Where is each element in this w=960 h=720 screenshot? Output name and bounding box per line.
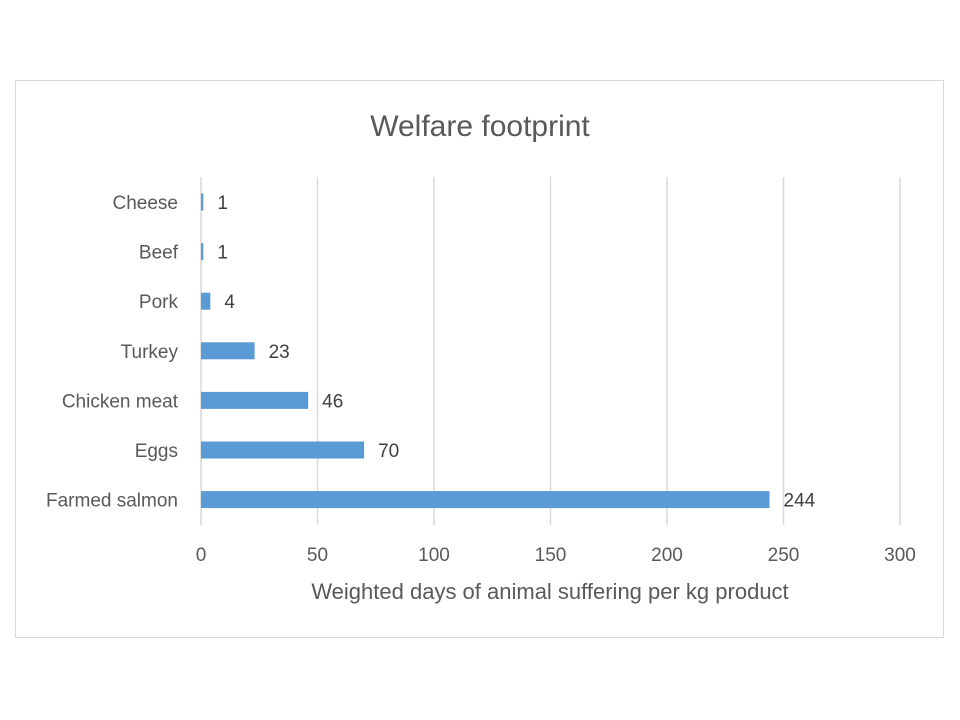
x-axis-title: Weighted days of animal suffering per kg… (311, 579, 788, 604)
data-label: 70 (378, 441, 399, 462)
category-label: Cheese (113, 193, 179, 214)
category-label: Turkey (121, 342, 179, 363)
bar (201, 342, 255, 360)
x-tick-label: 200 (651, 545, 683, 566)
category-label: Pork (139, 292, 179, 313)
data-labels: 1 1 4 23 46 70 244 (217, 193, 815, 512)
bar (201, 243, 204, 261)
bars (201, 193, 770, 509)
x-axis-ticks: 0 50 100 150 200 250 300 (196, 545, 916, 566)
gridlines (200, 177, 901, 525)
data-label: 1 (217, 193, 228, 214)
category-label: Farmed salmon (46, 491, 178, 512)
bar (201, 292, 211, 310)
chart-title: Welfare footprint (370, 110, 590, 143)
x-tick-label: 100 (418, 545, 450, 566)
x-tick-label: 250 (768, 545, 800, 566)
bar (201, 491, 770, 509)
data-label: 4 (224, 292, 235, 313)
x-tick-label: 300 (884, 545, 916, 566)
data-label: 1 (217, 243, 228, 264)
category-label: Beef (139, 243, 179, 264)
chart-area (15, 80, 944, 638)
bar (201, 193, 204, 211)
bar (201, 391, 309, 409)
x-tick-label: 50 (307, 545, 328, 566)
x-tick-label: 0 (196, 545, 207, 566)
category-labels: Cheese Beef Pork Turkey Chicken meat Eggs Farm… (46, 193, 179, 512)
bar (201, 441, 365, 459)
data-label: 23 (269, 342, 290, 363)
category-label: Eggs (135, 441, 178, 462)
data-label: 46 (322, 391, 343, 412)
data-label: 244 (784, 491, 816, 512)
category-label: Chicken meat (62, 391, 179, 412)
x-tick-label: 150 (535, 545, 567, 566)
